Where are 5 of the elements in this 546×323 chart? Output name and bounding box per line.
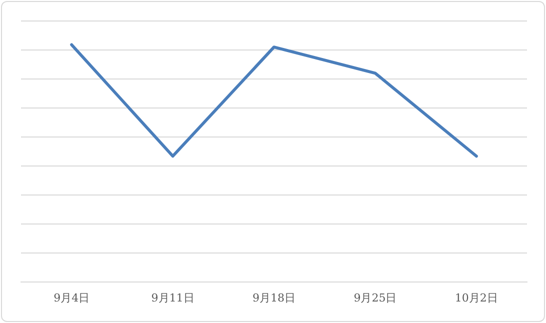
x-tick-label: 9月4日 bbox=[54, 291, 90, 304]
x-tick-label: 9月11日 bbox=[151, 291, 194, 304]
x-tick-label: 9月25日 bbox=[354, 291, 397, 304]
x-tick-label: 10月2日 bbox=[454, 291, 498, 304]
x-tick-label: 9月18日 bbox=[252, 291, 296, 304]
